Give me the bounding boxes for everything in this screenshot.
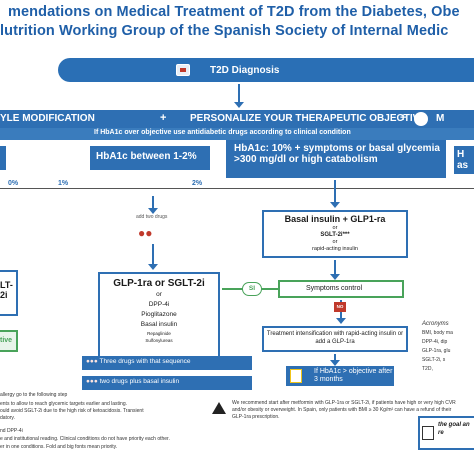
glp-sulfo: Sulfonylureas xyxy=(145,338,173,343)
hba1c-reeval-label: If HbA1c > objective after 3 months xyxy=(314,368,393,383)
right-fragment-label: M xyxy=(436,113,445,124)
glp-box: GLP-1ra or SGLT-2i or DPP-4i Pioglitazon… xyxy=(98,272,220,370)
acronyms-panel: Acronyms BMI, body ma DPP-4i, dip GLP-1r… xyxy=(422,320,474,374)
t2d-diagnosis-bar: T2D Diagnosis xyxy=(58,58,474,82)
left-sglt-box: LT-2i xyxy=(0,270,18,316)
glp-pio: Pioglitazone xyxy=(141,311,177,318)
symptoms-control-box: Symptoms control xyxy=(278,280,404,298)
plus-sign: + xyxy=(160,112,167,124)
drug-row-three-label: Three drugs with that sequence xyxy=(99,358,191,365)
add-two-drugs-label: add two drugs xyxy=(136,214,168,220)
acronym-item: T2D, xyxy=(422,366,433,372)
title-line-1: mendations on Medical Treatment of T2D f… xyxy=(8,4,460,20)
glp-title: GLP-1ra or SGLT-2i xyxy=(113,278,205,289)
hba1c-box-left xyxy=(0,146,6,170)
goal-box: the goal an re xyxy=(418,416,474,450)
warning-icon xyxy=(212,402,226,414)
therapy-subtitle: If HbA1c over objective use antidiabetic… xyxy=(94,129,351,136)
footer-line-2: ents to allow to reach glycemic targets … xyxy=(0,401,128,407)
arrow-basal-down xyxy=(330,260,340,280)
no-badge: NO xyxy=(334,302,346,312)
left-objective-box: tive xyxy=(0,330,18,352)
pill-icon xyxy=(414,112,428,126)
intensification-box: Treatment intensification with rapid-act… xyxy=(262,326,408,352)
footer-line-5: e and institutional reading. Clinical co… xyxy=(0,436,170,442)
acronym-item: DPP-4i, dip xyxy=(422,339,448,345)
recommendation-text: We recommend start after metformin with … xyxy=(232,400,456,420)
basal-or-2: or xyxy=(332,239,338,245)
basal-or-1: or xyxy=(332,225,338,231)
glp-or: or xyxy=(156,291,162,298)
pills-icon-row1: ●●● xyxy=(86,358,98,365)
glp-dpp: DPP-4i xyxy=(148,301,170,308)
arrow-intens-down xyxy=(330,354,340,366)
basal-insulin-box: Basal insulin + GLP1-ra or SGLT-2i*** or… xyxy=(262,210,408,258)
hba1c-box-mid: HbA1c between 1-2% xyxy=(90,146,210,170)
glp-repa: Repaglinide xyxy=(147,331,171,336)
left-sglt-label: LT-2i xyxy=(0,280,13,300)
hba1c-reeval-box: If HbA1c > objective after 3 months xyxy=(286,366,394,386)
calendar-icon xyxy=(290,369,302,383)
footer-line-4: nd DPP-4i xyxy=(0,428,23,434)
hba1c-scale xyxy=(0,188,474,196)
drug-row-basal-label: two drugs plus basal insulin xyxy=(99,378,180,385)
basal-title: Basal insulin + GLP1-ra xyxy=(284,214,386,224)
tick-1: 1% xyxy=(58,180,69,187)
acronyms-heading: Acronyms xyxy=(422,321,449,327)
arrow-high-down xyxy=(330,180,340,208)
left-objective-label: tive xyxy=(0,337,13,344)
diagnosis-label: T2D Diagnosis xyxy=(210,64,280,76)
goal-line-1: the goal an xyxy=(438,422,470,428)
lifestyle-label: YLE MODIFICATION xyxy=(0,113,95,124)
plus-sign-2: + xyxy=(400,112,407,124)
footer-line-6: er in one conditions. Fold and big fonts… xyxy=(0,444,118,450)
footer-line-3: ould avoid SGLT-2i due to the high risk … xyxy=(0,408,144,414)
si-badge: SI xyxy=(242,282,262,296)
tick-2: 2% xyxy=(192,180,203,187)
hba1c-box-right: H as xyxy=(454,146,474,174)
basal-rapid: rapid-acting insulin xyxy=(312,246,358,252)
therapy-subtitle-bar: If HbA1c over objective use antidiabetic… xyxy=(0,128,474,140)
acronym-item: SGLT-2i, s xyxy=(422,357,446,363)
pills-icon-row2: ●●● xyxy=(86,378,98,385)
basal-sglt: SGLT-2i*** xyxy=(320,232,350,238)
poster-title: mendations on Medical Treatment of T2D f… xyxy=(0,0,474,46)
hba1c-box-high: HbA1c: 10% + symptoms or basal glycemia … xyxy=(226,140,446,178)
acronym-item: GLP-1ra, glu xyxy=(422,348,451,354)
drug-row-three: ●●● Three drugs with that sequence xyxy=(82,356,252,370)
arrow-pills-down xyxy=(148,244,158,270)
arrow-diagnosis-down xyxy=(234,84,244,108)
title-line-2: lutrition Working Group of the Spanish S… xyxy=(0,23,449,39)
footer-line-3b: datory. xyxy=(0,415,15,421)
glp-basal: Basal insulin xyxy=(140,321,178,328)
tick-0: 0% xyxy=(8,180,19,187)
goal-line-2: re xyxy=(438,430,444,436)
footer-line-1: allergy go to the following step xyxy=(0,392,68,398)
acronym-item: BMI, body ma xyxy=(422,330,453,336)
diagnosis-icon xyxy=(176,64,190,76)
personalize-label: PERSONALIZE YOUR THERAPEUTIC OBJECTIVE xyxy=(190,113,426,124)
drug-row-basal: ●●● two drugs plus basal insulin xyxy=(82,376,252,390)
drug-row-or: or xyxy=(160,370,165,376)
therapy-bar: YLE MODIFICATION + PERSONALIZE YOUR THER… xyxy=(0,110,474,128)
arrow-mid-down xyxy=(148,196,158,214)
pills-icon: ●● xyxy=(138,226,153,240)
clipboard-icon xyxy=(422,426,434,440)
